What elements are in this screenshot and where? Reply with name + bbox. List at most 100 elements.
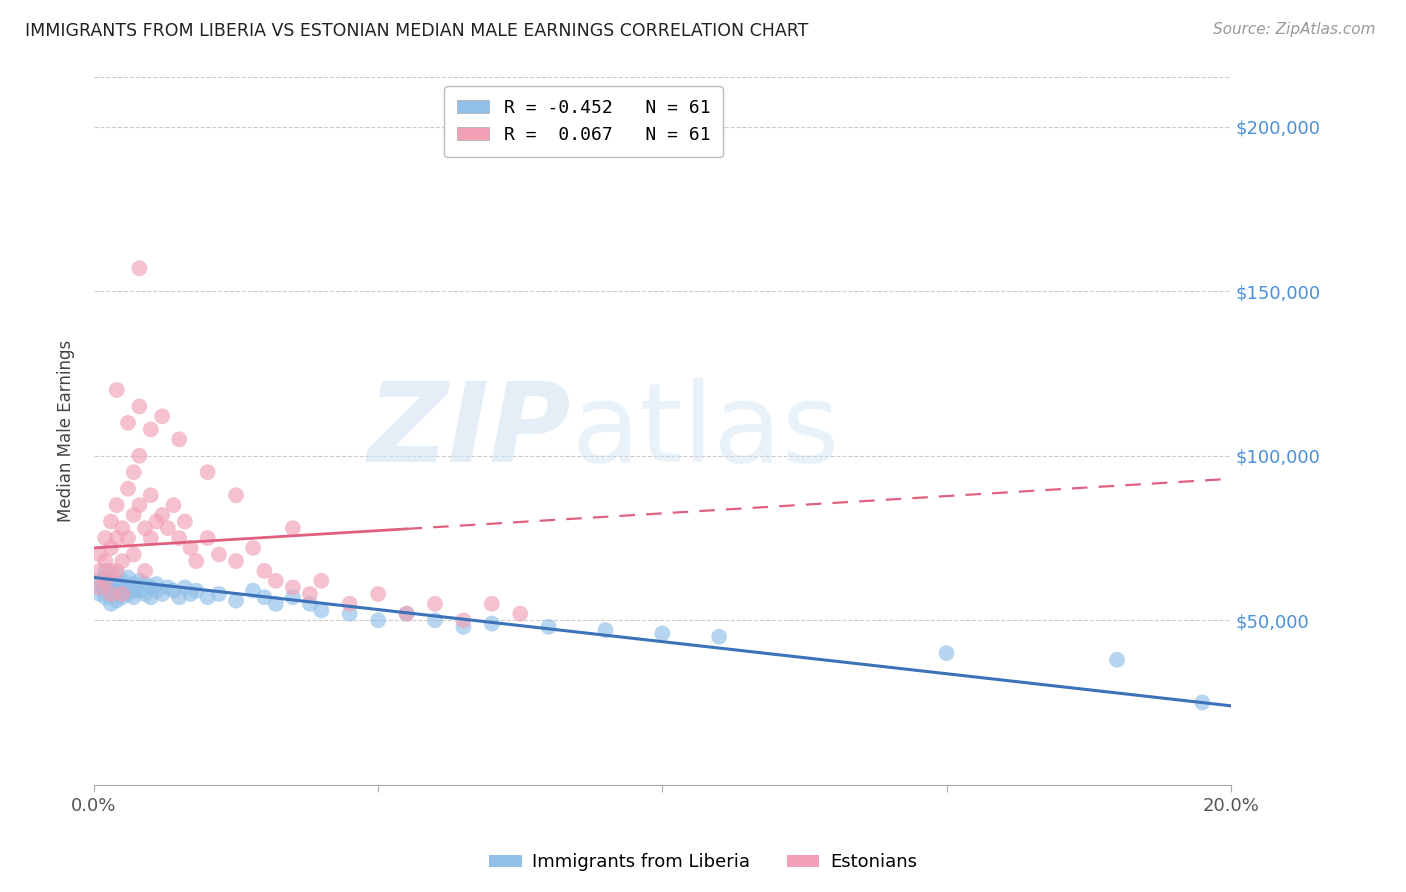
Point xyxy=(128,574,150,588)
Point xyxy=(162,583,184,598)
Point xyxy=(242,541,264,555)
Text: Source: ZipAtlas.com: Source: ZipAtlas.com xyxy=(1212,22,1375,37)
Point xyxy=(128,400,150,414)
Point xyxy=(134,577,156,591)
Point xyxy=(134,587,156,601)
Point xyxy=(453,613,475,627)
Point xyxy=(595,623,617,637)
Point xyxy=(651,626,673,640)
Point xyxy=(1191,696,1213,710)
Point xyxy=(89,564,111,578)
Point xyxy=(100,515,122,529)
Point xyxy=(139,531,162,545)
Point xyxy=(122,583,145,598)
Point xyxy=(89,580,111,594)
Point xyxy=(94,580,117,594)
Point xyxy=(1105,653,1128,667)
Point xyxy=(105,531,128,545)
Point xyxy=(145,515,167,529)
Point xyxy=(208,548,231,562)
Point xyxy=(111,587,134,601)
Point xyxy=(100,541,122,555)
Point xyxy=(145,583,167,598)
Point xyxy=(186,583,208,598)
Point xyxy=(281,521,304,535)
Point xyxy=(186,554,208,568)
Point xyxy=(94,554,117,568)
Point xyxy=(122,577,145,591)
Point xyxy=(105,577,128,591)
Point xyxy=(395,607,418,621)
Point xyxy=(111,583,134,598)
Point xyxy=(145,577,167,591)
Point xyxy=(162,498,184,512)
Point xyxy=(367,587,389,601)
Point xyxy=(89,574,111,588)
Point xyxy=(242,583,264,598)
Point xyxy=(298,597,321,611)
Point xyxy=(423,597,446,611)
Point xyxy=(117,580,139,594)
Point xyxy=(208,587,231,601)
Point xyxy=(105,583,128,598)
Text: atlas: atlas xyxy=(571,377,839,484)
Point xyxy=(105,593,128,607)
Point xyxy=(311,574,333,588)
Point xyxy=(122,548,145,562)
Point xyxy=(481,616,503,631)
Point xyxy=(509,607,531,621)
Point xyxy=(94,564,117,578)
Point xyxy=(264,597,287,611)
Point xyxy=(105,383,128,397)
Point xyxy=(167,531,190,545)
Point xyxy=(117,587,139,601)
Legend: Immigrants from Liberia, Estonians: Immigrants from Liberia, Estonians xyxy=(482,847,924,879)
Text: ZIP: ZIP xyxy=(368,377,571,484)
Text: IMMIGRANTS FROM LIBERIA VS ESTONIAN MEDIAN MALE EARNINGS CORRELATION CHART: IMMIGRANTS FROM LIBERIA VS ESTONIAN MEDI… xyxy=(25,22,808,40)
Point xyxy=(117,416,139,430)
Point xyxy=(253,564,276,578)
Point xyxy=(139,422,162,436)
Point xyxy=(156,580,179,594)
Point xyxy=(167,433,190,447)
Point xyxy=(281,591,304,605)
Point xyxy=(100,574,122,588)
Point xyxy=(150,587,173,601)
Point xyxy=(197,591,219,605)
Point xyxy=(339,607,361,621)
Point xyxy=(156,521,179,535)
Point xyxy=(197,465,219,479)
Legend: R = -0.452   N = 61, R =  0.067   N = 61: R = -0.452 N = 61, R = 0.067 N = 61 xyxy=(444,87,723,157)
Point xyxy=(173,515,195,529)
Point xyxy=(253,591,276,605)
Point xyxy=(481,597,503,611)
Point xyxy=(117,482,139,496)
Point xyxy=(180,587,202,601)
Point xyxy=(707,630,730,644)
Point xyxy=(281,580,304,594)
Point xyxy=(94,574,117,588)
Y-axis label: Median Male Earnings: Median Male Earnings xyxy=(58,340,75,522)
Point xyxy=(225,593,247,607)
Point xyxy=(150,409,173,424)
Point xyxy=(105,567,128,582)
Point xyxy=(311,603,333,617)
Point xyxy=(100,580,122,594)
Point xyxy=(537,620,560,634)
Point xyxy=(111,591,134,605)
Point xyxy=(128,449,150,463)
Point xyxy=(122,591,145,605)
Point xyxy=(180,541,202,555)
Point xyxy=(134,521,156,535)
Point xyxy=(264,574,287,588)
Point xyxy=(111,521,134,535)
Point xyxy=(94,591,117,605)
Point xyxy=(100,587,122,601)
Point xyxy=(225,488,247,502)
Point xyxy=(89,580,111,594)
Point xyxy=(139,580,162,594)
Point xyxy=(367,613,389,627)
Point xyxy=(128,261,150,276)
Point xyxy=(134,564,156,578)
Point xyxy=(139,488,162,502)
